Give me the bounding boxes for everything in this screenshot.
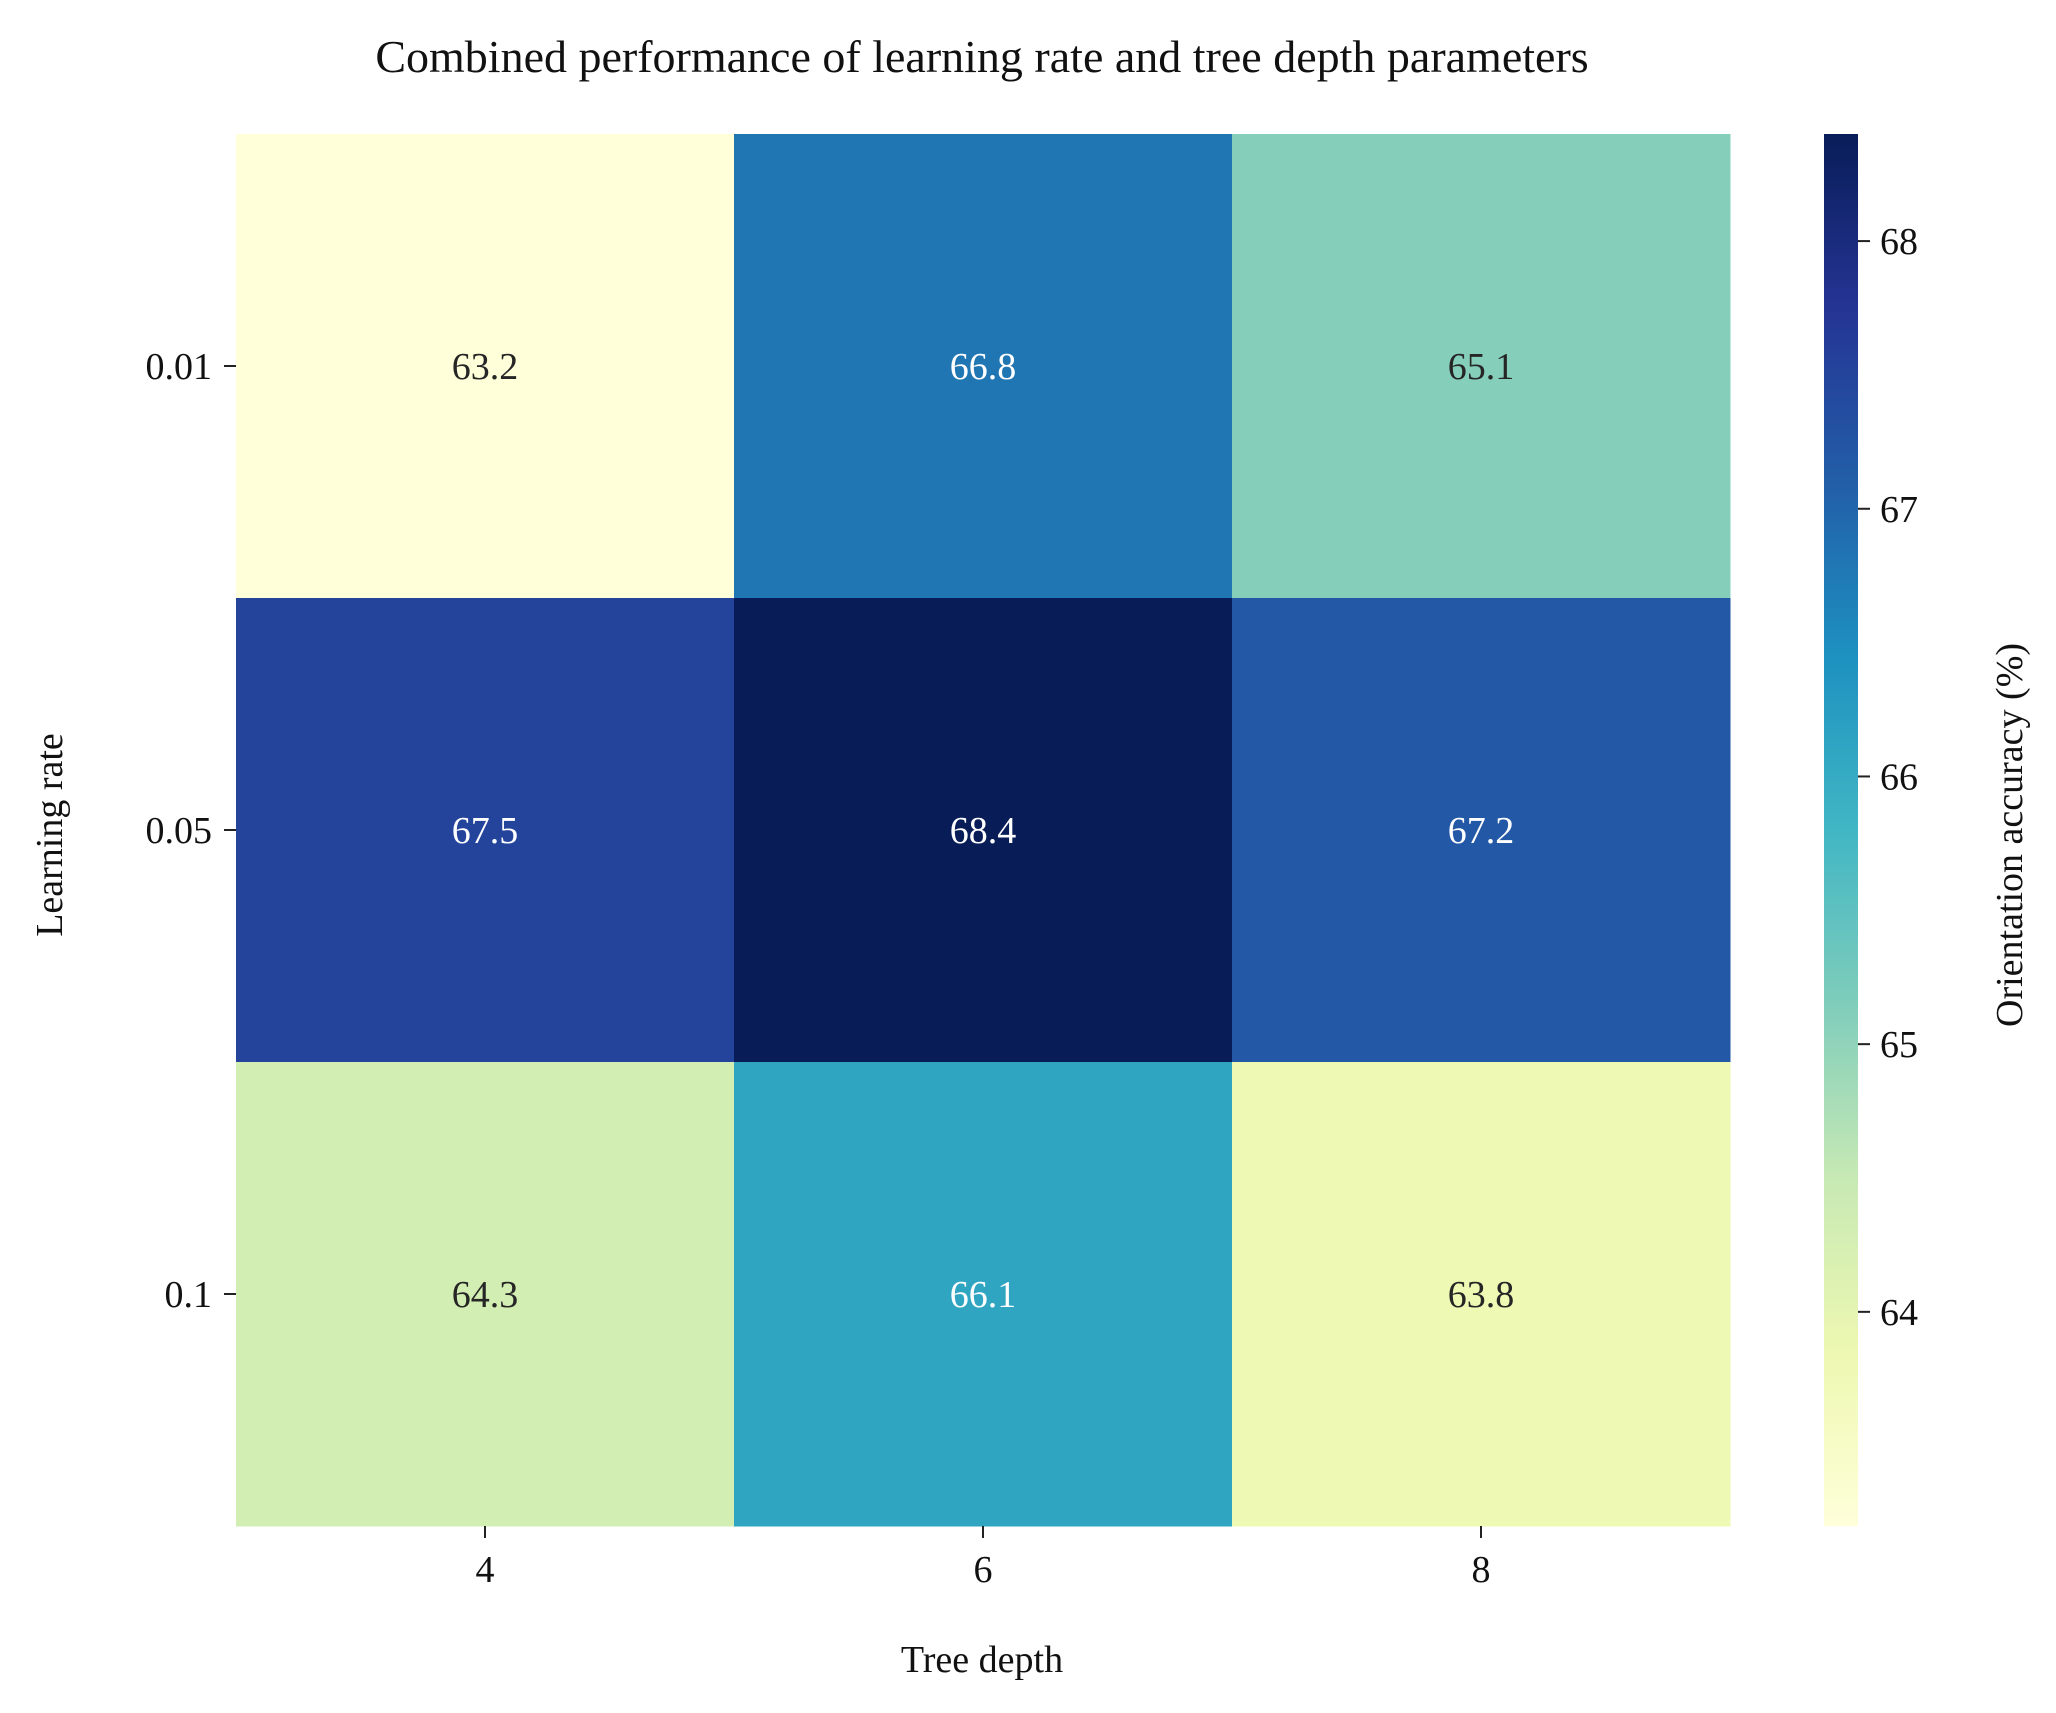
cell-value-label: 63.8	[1448, 1274, 1515, 1316]
heatmap-cell	[236, 1062, 735, 1527]
cell-value-label: 68.4	[950, 810, 1017, 852]
chart-title: Combined performance of learning rate an…	[375, 31, 1588, 82]
y-tick-label: 0.1	[165, 1274, 213, 1316]
heatmap-cell	[734, 134, 1233, 599]
cell-value-label: 64.3	[452, 1274, 519, 1316]
heatmap-cell	[1232, 598, 1731, 1063]
heatmap-cell	[734, 598, 1233, 1063]
colorbar-tick-label: 64	[1880, 1292, 1918, 1334]
heatmap-cell	[236, 598, 735, 1063]
heatmap-cell	[734, 1062, 1233, 1527]
colorbar-tick-label: 66	[1880, 756, 1918, 798]
x-axis-label: Tree depth	[901, 1639, 1063, 1681]
x-tick-label: 4	[476, 1549, 495, 1591]
heatmap-cell	[1232, 134, 1731, 599]
x-tick-label: 8	[1472, 1549, 1491, 1591]
cell-value-label: 63.2	[452, 346, 519, 388]
y-axis-label: Learning rate	[29, 733, 71, 937]
y-axis: 0.01 0.05 0.1	[146, 346, 236, 1316]
y-tick-label: 0.05	[146, 810, 213, 852]
cell-value-label: 67.2	[1448, 810, 1515, 852]
cell-value-label: 65.1	[1448, 346, 1515, 388]
y-tick-label: 0.01	[146, 346, 213, 388]
x-axis: 4 6 8	[476, 1526, 1491, 1591]
heatmap-cells	[236, 134, 1731, 1527]
x-tick-label: 6	[974, 1549, 993, 1591]
colorbar-tick-label: 68	[1880, 221, 1918, 263]
colorbar: 64 65 66 67 68	[1824, 134, 1918, 1526]
colorbar-gradient	[1824, 134, 1858, 1526]
colorbar-tick-label: 67	[1880, 489, 1918, 531]
colorbar-label: Orientation accuracy (%)	[1989, 643, 2031, 1027]
colorbar-tick-label: 65	[1880, 1024, 1918, 1066]
cell-value-label: 66.8	[950, 346, 1017, 388]
heatmap-cell	[236, 134, 735, 599]
cell-value-label: 66.1	[950, 1274, 1017, 1316]
heatmap-cell-labels: 63.2 66.8 65.1 67.5 68.4 67.2 64.3 66.1 63.8	[452, 346, 1515, 1316]
cell-value-label: 67.5	[452, 810, 519, 852]
heatmap-cell	[1232, 1062, 1731, 1527]
